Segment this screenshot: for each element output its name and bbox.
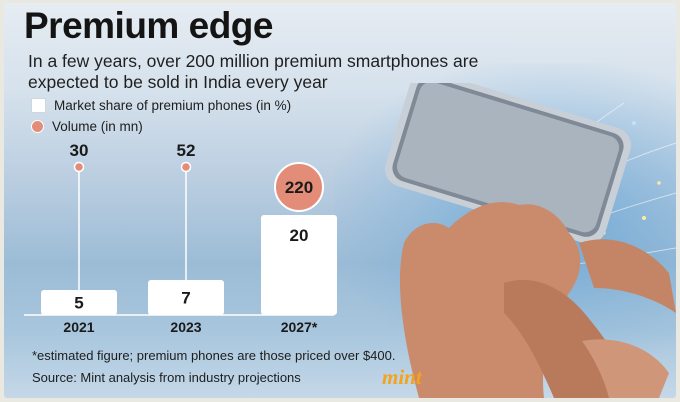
footnote: *estimated figure; premium phones are th… [32, 348, 396, 363]
legend-swatch-share [31, 98, 46, 113]
volume-label-2: 220 [285, 178, 313, 197]
legend-item-volume: Volume (in mn) [31, 119, 143, 134]
brand-logo: mint [382, 365, 422, 389]
x-tick-label-2: 2027* [281, 319, 318, 335]
volume-marker-1 [180, 161, 192, 173]
x-tick-label-0: 2021 [63, 319, 94, 335]
legend-item-share: Market share of premium phones (in %) [31, 98, 291, 113]
bar-share-2 [261, 215, 337, 315]
chart-subtitle: In a few years, over 200 million premium… [28, 51, 479, 92]
infographic-card: Premium edge In a few years, over 200 mi… [4, 3, 676, 398]
chart-plot: 5 2021 30 7 2023 52 20 2027* 220 [24, 141, 337, 335]
chart-title: Premium edge [24, 5, 273, 46]
volume-label-1: 52 [177, 141, 196, 160]
bar-share-0 [41, 290, 117, 315]
source-note: Source: Mint analysis from industry proj… [32, 370, 301, 385]
x-tick-label-1: 2023 [170, 319, 201, 335]
legend-label-share: Market share of premium phones (in %) [54, 98, 292, 113]
bar-label-share-1: 7 [181, 289, 190, 308]
phone-hand-illustration [384, 83, 676, 398]
bar-share-1 [148, 280, 224, 315]
legend-label-volume: Volume (in mn) [52, 119, 143, 134]
volume-marker-0 [73, 161, 85, 173]
volume-marker-2 [274, 162, 324, 212]
volume-label-0: 30 [70, 141, 89, 160]
bar-label-share-0: 5 [74, 294, 83, 313]
legend-swatch-volume [31, 120, 44, 133]
bar-label-share-2: 20 [290, 226, 309, 245]
